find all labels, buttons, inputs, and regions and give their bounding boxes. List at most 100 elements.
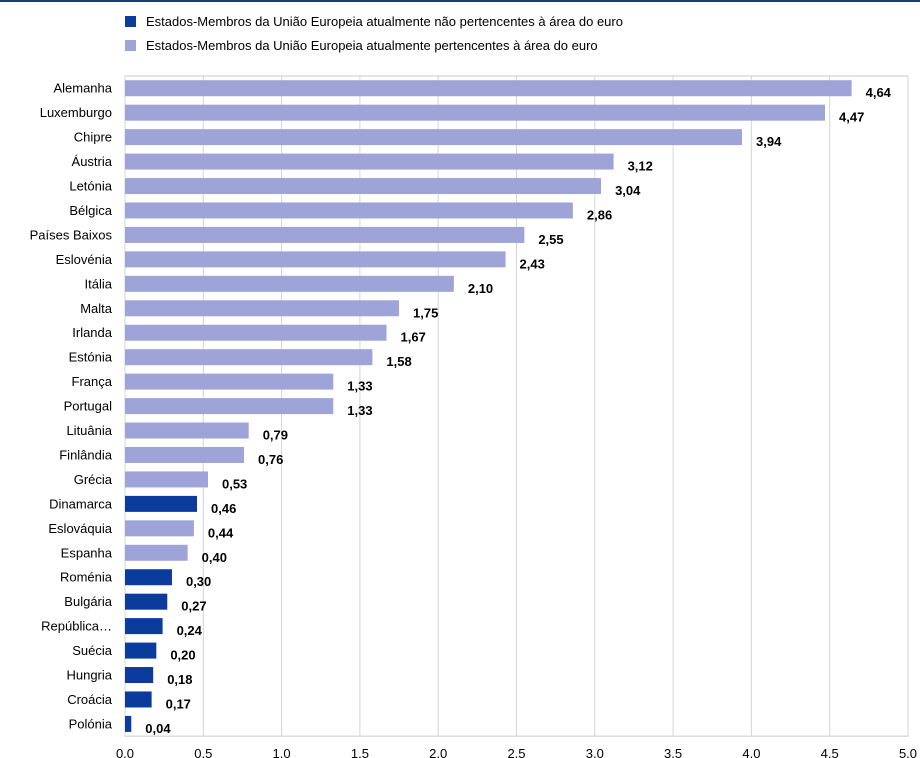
x-tick-label: 5,0	[899, 746, 917, 758]
category-label: França	[72, 374, 113, 389]
category-label: Espanha	[61, 545, 113, 560]
data-label: 1,67	[401, 330, 426, 345]
data-label: 2,86	[587, 207, 612, 222]
data-label: 4,64	[866, 85, 892, 100]
data-label: 1,33	[347, 403, 372, 418]
x-tick-label: 3,5	[664, 746, 682, 758]
bar	[125, 691, 152, 708]
category-label: Bélgica	[69, 203, 112, 218]
category-label: Áustria	[72, 154, 113, 169]
bar	[125, 520, 194, 537]
data-label: 0,20	[170, 648, 195, 663]
data-label: 0,79	[263, 428, 288, 443]
bar	[125, 398, 334, 415]
category-label: Suécia	[72, 643, 113, 658]
data-label: 0,17	[166, 696, 191, 711]
data-label: 3,94	[756, 134, 782, 149]
data-label: 1,33	[347, 379, 372, 394]
x-tick-label: 3,0	[586, 746, 604, 758]
category-label: Dinamarca	[49, 496, 113, 511]
x-tick-label: 1,5	[351, 746, 369, 758]
x-tick-label: 2,0	[429, 746, 447, 758]
top-rule	[0, 0, 920, 2]
data-label: 3,12	[628, 159, 653, 174]
bar	[125, 667, 154, 684]
category-label: Chipre	[74, 130, 112, 145]
data-label: 0,18	[167, 672, 192, 687]
bar	[125, 471, 208, 488]
bar	[125, 349, 373, 366]
x-tick-label: 0,5	[194, 746, 212, 758]
legend-item-non-euro: Estados-Membros da União Europeia atualm…	[125, 13, 623, 29]
data-label: 2,55	[538, 232, 563, 247]
category-label: Roménia	[60, 570, 113, 585]
bar	[125, 544, 188, 561]
x-tick-label: 1,0	[273, 746, 291, 758]
data-label: 0,53	[222, 476, 247, 491]
category-label: Alemanha	[53, 81, 112, 96]
legend-label-non-euro: Estados-Membros da União Europeia atualm…	[146, 13, 623, 29]
data-label: 0,30	[186, 574, 211, 589]
category-label: Irlanda	[72, 325, 113, 340]
bar	[125, 715, 132, 732]
category-label: Portugal	[64, 399, 113, 414]
category-label: República…	[41, 619, 112, 634]
legend-item-euro: Estados-Membros da União Europeia atualm…	[125, 37, 598, 53]
bar	[125, 80, 852, 97]
bar	[125, 251, 506, 268]
bar	[125, 446, 245, 463]
bar	[125, 495, 198, 512]
data-label: 0,76	[258, 452, 283, 467]
data-label: 2,43	[520, 256, 545, 271]
bar	[125, 104, 826, 121]
x-tick-label: 2,5	[507, 746, 525, 758]
data-label: 0,46	[211, 501, 236, 516]
category-label: Luxemburgo	[40, 105, 112, 120]
category-label: Letónia	[69, 179, 112, 194]
legend-label-euro: Estados-Membros da União Europeia atualm…	[146, 37, 598, 53]
category-label: Malta	[80, 301, 113, 316]
bar	[125, 129, 743, 146]
legend-swatch-non-euro	[125, 15, 136, 27]
data-label: 0,44	[208, 525, 234, 540]
x-tick-label: 0,0	[116, 746, 134, 758]
bar	[125, 178, 602, 195]
bar	[125, 618, 163, 635]
legend-swatch-euro	[125, 39, 136, 51]
category-label: Lituânia	[66, 423, 112, 438]
category-label: Polónia	[69, 716, 113, 731]
bar	[125, 593, 168, 610]
bar	[125, 569, 172, 586]
category-label: Grécia	[74, 472, 113, 487]
bar	[125, 275, 454, 292]
bar	[125, 373, 334, 390]
data-label: 0,04	[145, 721, 171, 736]
bar	[125, 642, 157, 659]
category-label: Países Baixos	[30, 227, 113, 242]
data-label: 0,27	[181, 599, 206, 614]
data-label: 1,58	[386, 354, 411, 369]
category-label: Eslováquia	[48, 521, 112, 536]
category-label: Eslovénia	[56, 252, 113, 267]
category-label: Croácia	[67, 692, 113, 707]
data-label: 2,10	[468, 281, 493, 296]
data-label: 3,04	[615, 183, 641, 198]
x-tick-label: 4,5	[821, 746, 839, 758]
bar	[125, 300, 400, 317]
category-label: Finlândia	[59, 447, 113, 462]
category-label: Bulgária	[64, 594, 112, 609]
data-label: 1,75	[413, 305, 438, 320]
bar	[125, 226, 525, 243]
data-label: 4,47	[839, 110, 864, 125]
bar	[125, 324, 387, 341]
x-tick-label: 4,0	[742, 746, 760, 758]
bar	[125, 422, 249, 439]
category-label: Estónia	[69, 350, 113, 365]
bar	[125, 202, 573, 219]
category-label: Itália	[85, 276, 113, 291]
data-label: 0,24	[177, 623, 203, 638]
data-label: 0,40	[202, 550, 227, 565]
category-label: Hungria	[66, 668, 112, 683]
